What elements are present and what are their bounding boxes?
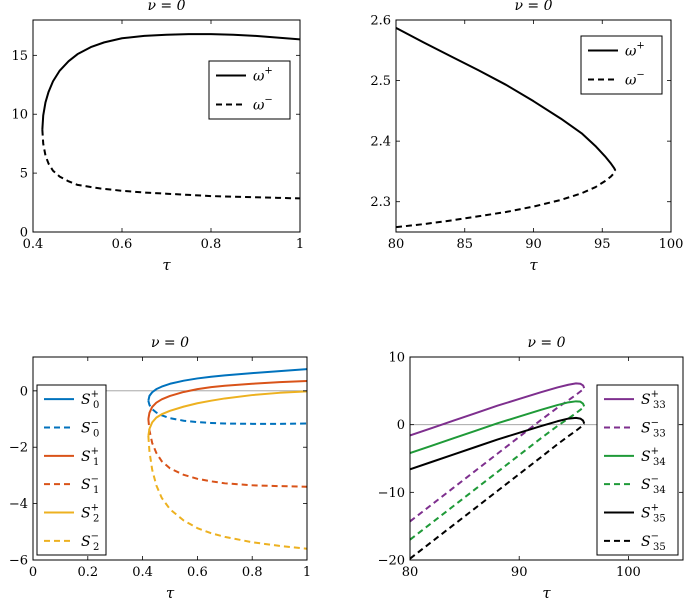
- x-tick-label: 100: [659, 237, 684, 252]
- legend-label-S2−: S− 2: [81, 531, 99, 553]
- series-group: [41, 33, 300, 200]
- series-line-S34+: [410, 400, 586, 455]
- x-tick-label: 0.8: [242, 565, 263, 580]
- x-axis-label: τ: [529, 256, 538, 274]
- series-line-S1+: [147, 379, 307, 420]
- x-tick-label: 0.2: [77, 565, 98, 580]
- series-line-S33+: [410, 382, 586, 437]
- legend-box: [36, 384, 107, 556]
- series-group: [410, 382, 586, 560]
- legend-label-S33−: S− 33: [641, 418, 666, 440]
- x-tick-label: 1: [296, 237, 304, 252]
- series-line-S34−: [410, 405, 585, 541]
- plot-area-frame: [409, 356, 684, 561]
- chart-title: ν = 0: [527, 335, 565, 351]
- legend-label-S34−: S− 34: [641, 474, 666, 496]
- x-tick-label: 80: [388, 237, 405, 252]
- legend-label-S34+: S+ 34: [641, 446, 666, 468]
- legend-label-ω−: ω−: [253, 95, 273, 114]
- legend-box: [580, 35, 663, 95]
- legend: S+ 0 S− 0 S+ 1 S− 1 S+ 2 S− 2: [36, 384, 107, 556]
- x-tick-label: 0.4: [132, 565, 153, 580]
- legend-label-ω+: ω+: [625, 41, 645, 60]
- x-axis-label: τ: [166, 584, 175, 600]
- chart-title: ν = 0: [514, 0, 552, 14]
- series-line-S1−: [147, 418, 307, 488]
- legend-label-S2+: S+ 2: [81, 503, 99, 525]
- legend-label-S33+: S+ 33: [641, 389, 666, 411]
- series-group: [396, 26, 617, 229]
- x-axis-label: τ: [542, 584, 551, 600]
- series-line-S33−: [410, 387, 585, 523]
- series-line-S35+: [410, 416, 586, 471]
- series-line-ω−: [41, 129, 300, 200]
- y-tick-label: 2.4: [370, 135, 391, 150]
- x-tick-label: 0.6: [187, 565, 208, 580]
- y-tick-label: 0: [20, 384, 28, 399]
- series-line-ω+: [41, 33, 300, 130]
- chart-panel-2: ν = 0 80 85 90 95 100 2.3 2.4 2.5 2.6 τ ω+ ω−: [370, 0, 683, 274]
- x-tick-label: 0.6: [112, 237, 133, 252]
- legend-box: [208, 60, 291, 120]
- x-tick-label: 80: [402, 565, 419, 580]
- y-tick-label: −4: [9, 497, 28, 512]
- x-tick-label: 90: [511, 565, 528, 580]
- y-tick-label: 0: [20, 226, 28, 241]
- legend-label-S1−: S− 1: [81, 474, 99, 496]
- series-line-ω−: [396, 169, 617, 229]
- legend-label-S0+: S+ 0: [81, 389, 99, 411]
- legend-label-S35−: S− 35: [641, 531, 666, 553]
- y-tick-label: 10: [11, 108, 28, 123]
- x-tick-label: 90: [525, 237, 542, 252]
- y-tick-label: −6: [9, 554, 28, 569]
- y-tick-label: 15: [11, 49, 28, 64]
- x-tick-label: 95: [594, 237, 611, 252]
- series-group: [147, 368, 307, 550]
- chart-title: ν = 0: [151, 335, 189, 351]
- legend-label-S35+: S+ 35: [641, 503, 666, 525]
- chart-title: ν = 0: [147, 0, 185, 14]
- legend: ω+ ω−: [208, 60, 291, 120]
- y-tick-label: 10: [388, 351, 405, 366]
- series-line-S2−: [147, 435, 307, 550]
- x-tick-label: 0.4: [23, 237, 44, 252]
- series-line-S2+: [147, 390, 307, 437]
- x-tick-label: 85: [456, 237, 473, 252]
- legend-label-ω+: ω+: [253, 66, 273, 85]
- legend-label-S0−: S− 0: [81, 418, 99, 440]
- x-tick-label: 1: [303, 565, 311, 580]
- y-tick-label: 2.3: [370, 195, 391, 210]
- x-tick-label: 0: [29, 565, 37, 580]
- y-tick-label: 2.6: [370, 14, 391, 29]
- y-tick-label: −2: [9, 441, 28, 456]
- y-tick-label: −20: [378, 554, 405, 569]
- y-tick-label: 5: [20, 167, 28, 182]
- x-tick-label: 100: [616, 565, 641, 580]
- legend: ω+ ω−: [580, 35, 663, 95]
- legend-box: [596, 384, 679, 556]
- series-line-S35−: [410, 422, 586, 560]
- legend-label-S1+: S+ 1: [81, 446, 99, 468]
- y-tick-label: 2.5: [370, 74, 391, 89]
- series-line-S0−: [147, 400, 307, 425]
- legend: S+ 33 S− 33 S+ 34 S− 34 S+ 35 S− 35: [596, 384, 679, 556]
- x-axis-label: τ: [162, 256, 171, 274]
- y-tick-label: 0: [397, 418, 405, 433]
- legend-label-ω−: ω−: [625, 70, 645, 89]
- series-line-S0+: [147, 368, 307, 401]
- y-tick-label: −10: [378, 486, 405, 501]
- plot-area-frame: [32, 19, 301, 233]
- x-tick-label: 0.8: [201, 237, 222, 252]
- series-line-ω+: [396, 26, 617, 171]
- plot-area-frame: [32, 356, 308, 561]
